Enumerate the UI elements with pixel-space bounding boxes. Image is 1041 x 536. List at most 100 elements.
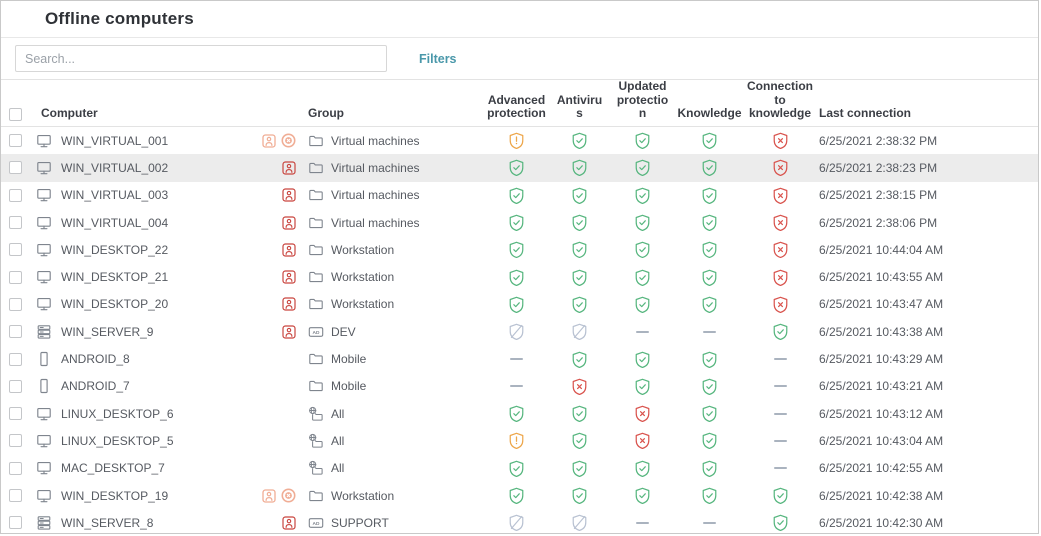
computer-name: WIN_DESKTOP_19 xyxy=(61,489,168,503)
group-cell[interactable]: All xyxy=(305,406,485,422)
row-checkbox[interactable] xyxy=(9,189,22,202)
row-checkbox[interactable] xyxy=(9,407,22,420)
table-row[interactable]: WIN_VIRTUAL_001 Virtual machines 6/25/20… xyxy=(1,127,1038,154)
row-menu-button[interactable] xyxy=(1008,156,1032,180)
column-header-updated-protection[interactable]: Updated protectio n xyxy=(611,80,674,121)
table-row[interactable]: WIN_VIRTUAL_003 Virtual machines 6/25/20… xyxy=(1,182,1038,209)
row-menu-button[interactable] xyxy=(1008,265,1032,289)
column-header-knowledge[interactable]: Knowledge xyxy=(674,107,745,121)
shield-ok-icon xyxy=(571,187,588,204)
row-menu-button[interactable] xyxy=(1008,211,1032,235)
column-header-computer[interactable]: Computer xyxy=(29,107,251,121)
table-row[interactable]: WIN_VIRTUAL_002 Virtual machines 6/25/20… xyxy=(1,154,1038,181)
table-row[interactable]: WIN_DESKTOP_19 Workstation 6/25/2021 10:… xyxy=(1,482,1038,509)
row-checkbox[interactable] xyxy=(9,353,22,366)
row-checkbox[interactable] xyxy=(9,271,22,284)
export-button[interactable] xyxy=(1002,47,1026,71)
row-checkbox[interactable] xyxy=(9,380,22,393)
row-menu-button[interactable] xyxy=(1008,320,1032,344)
column-header-advanced-protection[interactable]: Advanced protection xyxy=(485,94,548,121)
computer-cell[interactable]: LINUX_DESKTOP_5 xyxy=(29,433,251,449)
row-menu-button[interactable] xyxy=(1008,402,1032,426)
computer-cell[interactable]: MAC_DESKTOP_7 xyxy=(29,460,251,476)
row-checkbox[interactable] xyxy=(9,161,22,174)
table-row[interactable]: WIN_SERVER_9 AD DEV 6/25/2021 10:43:38 A… xyxy=(1,318,1038,345)
row-badges xyxy=(251,243,305,257)
computer-cell[interactable]: ANDROID_7 xyxy=(29,378,251,394)
computer-cell[interactable]: WIN_DESKTOP_19 xyxy=(29,488,251,504)
table-row[interactable]: WIN_VIRTUAL_004 Virtual machines 6/25/20… xyxy=(1,209,1038,236)
user-red-badge-icon xyxy=(282,325,296,339)
row-menu-button[interactable] xyxy=(1008,347,1032,371)
group-cell[interactable]: AD SUPPORT xyxy=(305,515,485,531)
row-checkbox-cell xyxy=(1,434,29,447)
row-menu-button[interactable] xyxy=(1008,511,1032,533)
row-checkbox[interactable] xyxy=(9,216,22,229)
group-cell[interactable]: Virtual machines xyxy=(305,215,485,231)
column-header-group[interactable]: Group xyxy=(305,107,485,121)
row-menu-button[interactable] xyxy=(1008,129,1032,153)
select-all-checkbox[interactable] xyxy=(9,108,22,121)
group-cell[interactable]: Mobile xyxy=(305,351,485,367)
computer-cell[interactable]: WIN_DESKTOP_22 xyxy=(29,242,251,258)
row-menu-button[interactable] xyxy=(1008,183,1032,207)
table-row[interactable]: WIN_DESKTOP_21 Workstation 6/25/2021 10:… xyxy=(1,263,1038,290)
computer-cell[interactable]: WIN_VIRTUAL_003 xyxy=(29,187,251,203)
column-header-connection-to-knowledge[interactable]: Connection to knowledge xyxy=(745,80,815,121)
last-connection: 6/25/2021 2:38:06 PM xyxy=(815,216,1001,230)
computer-cell[interactable]: WIN_DESKTOP_21 xyxy=(29,269,251,285)
column-header-antivirus[interactable]: Antiviru s xyxy=(548,94,611,121)
row-menu-button[interactable] xyxy=(1008,292,1032,316)
table-row[interactable]: WIN_DESKTOP_22 Workstation 6/25/2021 10:… xyxy=(1,236,1038,263)
row-menu-button[interactable] xyxy=(1008,238,1032,262)
user-red-badge-icon xyxy=(282,243,296,257)
group-cell[interactable]: AD DEV xyxy=(305,324,485,340)
row-checkbox[interactable] xyxy=(9,489,22,502)
row-checkbox[interactable] xyxy=(9,434,22,447)
row-checkbox[interactable] xyxy=(9,243,22,256)
computer-cell[interactable]: WIN_SERVER_8 xyxy=(29,515,251,531)
group-cell[interactable]: Virtual machines xyxy=(305,133,485,149)
group-cell[interactable]: Virtual machines xyxy=(305,160,485,176)
group-cell[interactable]: Workstation xyxy=(305,242,485,258)
status-antivirus xyxy=(548,432,611,449)
page-menu-button[interactable] xyxy=(1002,7,1026,31)
shield-disabled-icon xyxy=(508,514,525,531)
group-cell[interactable]: All xyxy=(305,460,485,476)
filters-button[interactable]: Filters xyxy=(419,52,463,66)
table-row[interactable]: WIN_SERVER_8 AD SUPPORT 6/25/2021 10:42:… xyxy=(1,509,1038,533)
computer-cell[interactable]: ANDROID_8 xyxy=(29,351,251,367)
table-row[interactable]: MAC_DESKTOP_7 All 6/25/2021 10:42:55 AM xyxy=(1,455,1038,482)
group-cell[interactable]: All xyxy=(305,433,485,449)
row-checkbox[interactable] xyxy=(9,298,22,311)
table-row[interactable]: LINUX_DESKTOP_5 All 6/25/2021 10:43:04 A… xyxy=(1,427,1038,454)
table-row[interactable]: WIN_DESKTOP_20 Workstation 6/25/2021 10:… xyxy=(1,291,1038,318)
row-menu-button[interactable] xyxy=(1008,429,1032,453)
back-button[interactable] xyxy=(13,8,35,30)
row-checkbox[interactable] xyxy=(9,462,22,475)
computer-cell[interactable]: WIN_DESKTOP_20 xyxy=(29,296,251,312)
computer-cell[interactable]: LINUX_DESKTOP_6 xyxy=(29,406,251,422)
row-menu-button[interactable] xyxy=(1008,484,1032,508)
row-menu-button[interactable] xyxy=(1008,456,1032,480)
table-row[interactable]: LINUX_DESKTOP_6 All 6/25/2021 10:43:12 A… xyxy=(1,400,1038,427)
group-cell[interactable]: Mobile xyxy=(305,378,485,394)
computer-cell[interactable]: WIN_SERVER_9 xyxy=(29,324,251,340)
computer-cell[interactable]: WIN_VIRTUAL_001 xyxy=(29,133,251,149)
group-cell[interactable]: Workstation xyxy=(305,296,485,312)
group-cell[interactable]: Virtual machines xyxy=(305,187,485,203)
table-row[interactable]: ANDROID_7 Mobile 6/25/2021 10:43:21 AM xyxy=(1,373,1038,400)
table-row[interactable]: ANDROID_8 Mobile 6/25/2021 10:43:29 AM xyxy=(1,345,1038,372)
row-checkbox[interactable] xyxy=(9,325,22,338)
row-menu-button[interactable] xyxy=(1008,374,1032,398)
row-badges xyxy=(251,188,305,202)
group-cell[interactable]: Workstation xyxy=(305,488,485,504)
search-input[interactable] xyxy=(15,45,387,72)
group-cell[interactable]: Workstation xyxy=(305,269,485,285)
column-header-last-connection[interactable]: Last connection xyxy=(815,107,1001,121)
row-checkbox[interactable] xyxy=(9,516,22,529)
computer-cell[interactable]: WIN_VIRTUAL_004 xyxy=(29,215,251,231)
computer-cell[interactable]: WIN_VIRTUAL_002 xyxy=(29,160,251,176)
row-checkbox[interactable] xyxy=(9,134,22,147)
shield-ok-icon xyxy=(634,132,651,149)
